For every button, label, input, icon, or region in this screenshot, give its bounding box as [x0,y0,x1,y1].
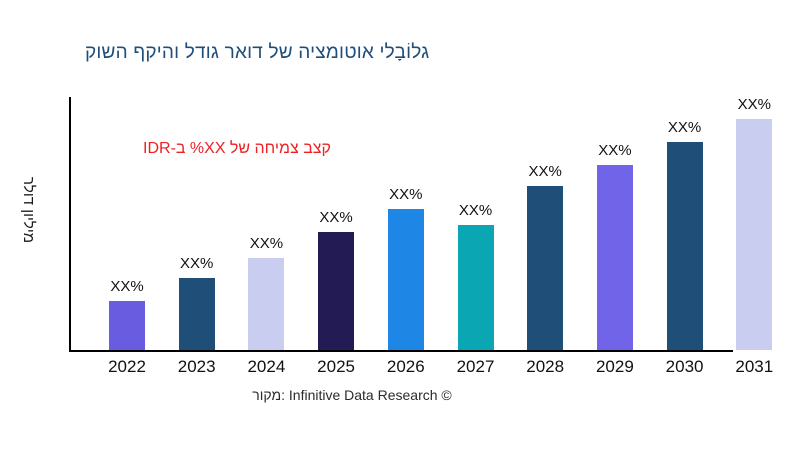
x-tick-label-2030: 2030 [665,357,704,376]
source-caption: מקור: Infinitive Data Research © [252,387,452,403]
bar-2029 [596,165,633,350]
bar-value-label-2028: XX% [528,163,562,180]
bar-2028 [527,186,564,350]
x-tick-label-2029: 2029 [595,357,634,376]
x-tick-label-2024: 2024 [247,357,286,376]
bar-value-label-2023: XX% [180,255,214,272]
bar-value-label-2030: XX% [667,119,702,136]
bar-2026 [387,209,424,350]
bar-2023 [178,278,215,350]
bar-2022 [109,301,145,350]
bar-2030 [666,142,703,350]
chart-title: גלוֹבָלי אוטומציה של דואר גודל והיקף השו… [85,42,430,63]
y-axis-label-text: מיליון דולר [20,176,37,244]
bar-value-label-2025: XX% [319,209,353,226]
bar-2031 [736,119,773,350]
x-tick-label-2028: 2028 [526,357,565,376]
bar-2024 [248,258,285,350]
x-tick-label-2023: 2023 [177,357,216,376]
bar-value-label-2022: XX% [110,278,144,295]
bar-value-label-2027: XX% [458,202,493,219]
bar-2025 [318,232,355,350]
bar-value-label-2029: XX% [598,142,632,159]
x-tick-label-2022: 2022 [108,357,146,376]
x-axis-line [69,350,733,352]
growth-rate-annotation: קצב צמיחה של XX% ב-IDR [143,140,331,157]
y-axis-label: מיליון דולר [15,150,37,270]
x-tick-label-2026: 2026 [386,357,425,376]
bar-2027 [457,225,494,350]
y-axis-line [69,97,71,352]
bar-value-label-2031: XX% [737,96,771,113]
x-tick-label-2027: 2027 [456,357,495,376]
x-tick-label-2025: 2025 [317,357,355,376]
bar-value-label-2026: XX% [389,186,423,203]
bar-value-label-2024: XX% [249,235,284,252]
x-tick-label-2031: 2031 [735,357,774,376]
